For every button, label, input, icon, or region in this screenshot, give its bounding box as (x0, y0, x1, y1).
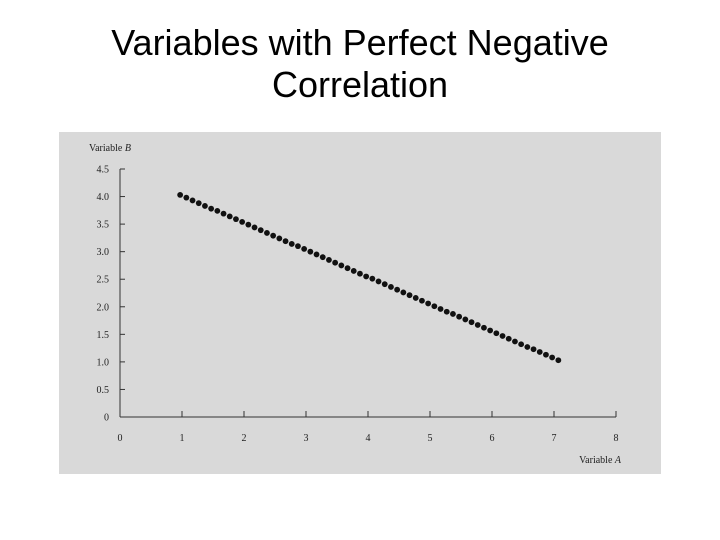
data-point (233, 216, 239, 223)
scatter-chart: 0 0.5 1.0 1.5 2.0 2.5 3.0 3.5 4.0 4.5 0 1 2 3 4 5 6 7 8 V… (89, 143, 622, 466)
data-point (493, 330, 500, 337)
y-tick-label: 2.5 (97, 275, 110, 286)
x-tick-label: 8 (614, 433, 619, 444)
data-point (214, 207, 221, 214)
y-tick-label: 1.0 (97, 357, 110, 368)
data-point (536, 349, 543, 355)
data-point (357, 270, 363, 277)
data-point (400, 289, 407, 296)
data-point (301, 246, 308, 252)
y-tick-label: 4.0 (97, 192, 110, 203)
data-point (518, 341, 525, 348)
data-point (257, 227, 264, 234)
y-tick-label: 2.0 (97, 302, 110, 313)
data-point (437, 306, 444, 312)
y-tick-label: 0.5 (97, 385, 110, 396)
data-point (412, 295, 419, 301)
x-axis-ticks: 0 1 2 3 4 5 6 7 8 (118, 411, 619, 444)
data-point (375, 278, 382, 285)
data-point (264, 230, 270, 236)
data-points (177, 192, 562, 364)
data-point (189, 197, 196, 204)
data-point (226, 213, 233, 220)
y-tick-label: 3.5 (97, 220, 110, 231)
data-point (245, 221, 252, 228)
data-point (177, 192, 184, 198)
slide-title-line-2: Correlation (271, 64, 449, 105)
x-tick-label: 4 (366, 433, 371, 444)
data-point (208, 205, 215, 212)
data-point (481, 324, 487, 331)
y-tick-label: 0 (104, 413, 109, 424)
scatter-chart-panel: 0 0.5 1.0 1.5 2.0 2.5 3.0 3.5 4.0 4.5 0 1 2 3 4 5 6 7 8 V… (59, 132, 661, 474)
data-point (183, 194, 190, 201)
data-point (332, 259, 339, 266)
data-point (543, 351, 549, 358)
data-point (307, 248, 314, 255)
y-axis-title-prefix: Variable (89, 143, 125, 154)
data-point (319, 254, 326, 261)
slide-title: Variables with Perfect Negative Correlat… (40, 22, 680, 106)
y-tick-label: 4.5 (97, 165, 110, 176)
y-axis-title: Variable B (89, 143, 131, 154)
x-axis-title-variable: A (614, 455, 622, 466)
data-point (282, 238, 289, 245)
y-axis-title-variable: B (125, 143, 131, 154)
data-point (202, 203, 208, 209)
y-tick-label: 3.0 (97, 247, 110, 258)
data-point (443, 308, 450, 315)
y-tick-label: 1.5 (97, 330, 110, 341)
data-point (524, 344, 531, 350)
data-point (431, 303, 438, 310)
data-point (450, 311, 456, 317)
data-point (505, 335, 512, 342)
data-point (313, 251, 320, 258)
data-point (512, 338, 518, 345)
data-point (369, 275, 376, 282)
x-tick-label: 0 (118, 433, 123, 444)
data-point (220, 210, 227, 217)
data-point (468, 319, 475, 326)
x-axis-title: Variable A (579, 455, 622, 466)
data-point (406, 292, 413, 299)
data-point (239, 219, 246, 225)
data-point (499, 333, 506, 339)
x-tick-label: 3 (304, 433, 309, 444)
x-tick-label: 5 (428, 433, 433, 444)
x-axis-title-prefix: Variable (579, 455, 615, 466)
x-tick-label: 7 (552, 433, 557, 444)
data-point (394, 286, 401, 293)
x-tick-label: 2 (242, 433, 247, 444)
y-axis-ticks: 0 0.5 1.0 1.5 2.0 2.5 3.0 3.5 4.0 4.5 (97, 165, 125, 424)
data-point (419, 297, 425, 304)
data-point (270, 232, 277, 239)
data-point (456, 313, 463, 320)
data-point (288, 241, 295, 247)
data-point (388, 284, 394, 290)
data-point (487, 327, 494, 334)
data-point (350, 268, 357, 274)
data-point (251, 224, 258, 231)
data-point (425, 300, 432, 307)
data-point (344, 265, 351, 272)
data-point (195, 200, 202, 207)
data-point (381, 281, 388, 288)
x-tick-label: 6 (490, 433, 495, 444)
data-point (549, 354, 556, 361)
slide-title-line-1: Variables with Perfect Negative (111, 22, 609, 63)
data-point (295, 243, 301, 250)
data-point (363, 273, 370, 280)
data-point (530, 346, 537, 353)
data-point (462, 316, 469, 323)
data-point (474, 322, 481, 328)
data-point (555, 357, 562, 364)
chart-axes (119, 169, 616, 418)
data-point (326, 257, 332, 263)
x-tick-label: 1 (180, 433, 185, 444)
data-point (338, 262, 345, 269)
data-point (276, 235, 283, 242)
